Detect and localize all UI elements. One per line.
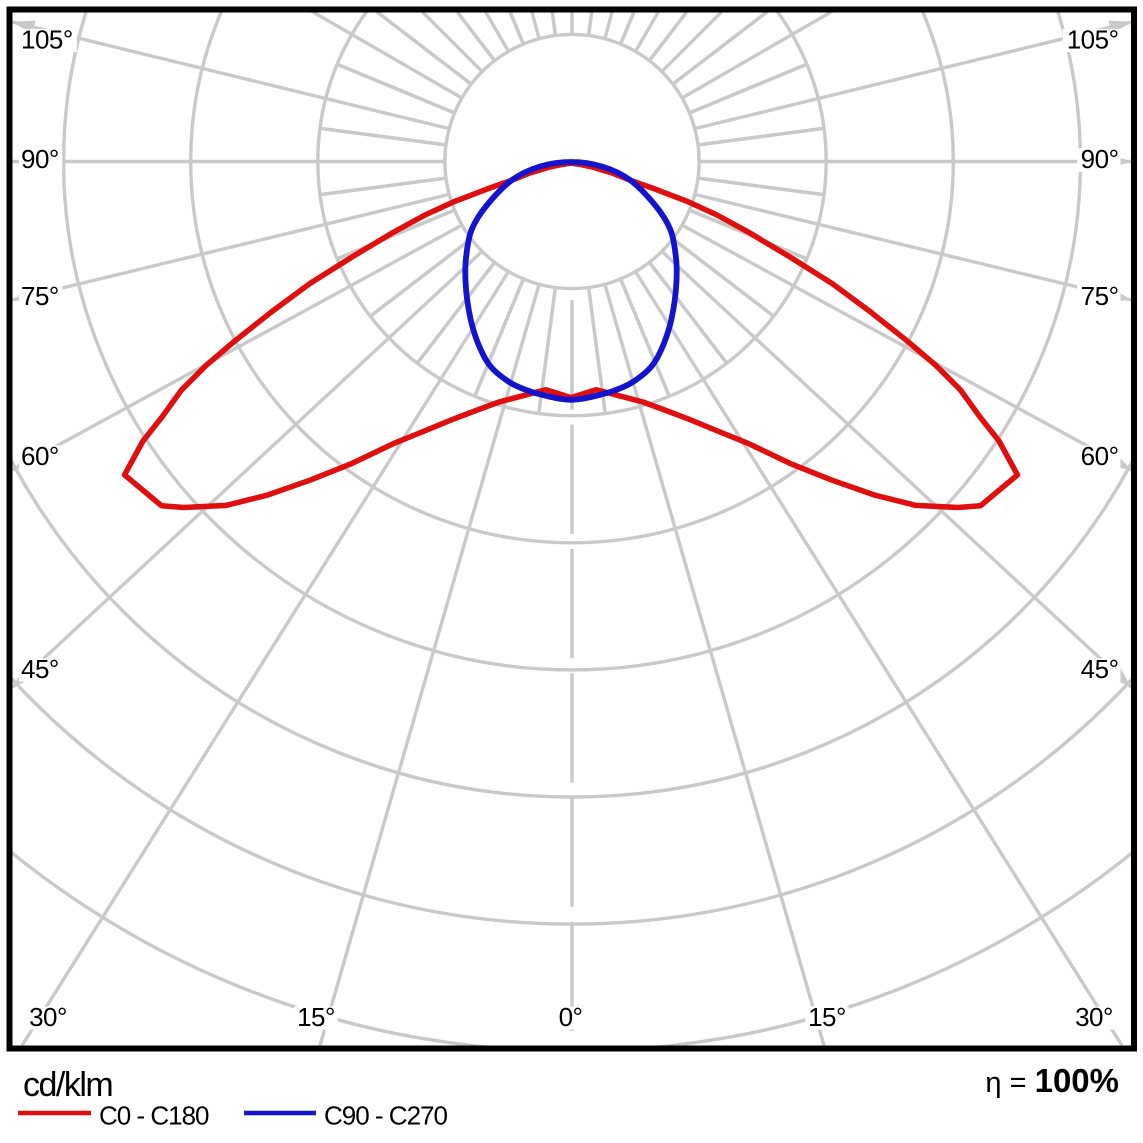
svg-text:75°: 75° bbox=[21, 281, 59, 311]
svg-text:90°: 90° bbox=[21, 144, 59, 174]
svg-text:105°: 105° bbox=[1067, 24, 1119, 54]
svg-text:C0 - C180: C0 - C180 bbox=[99, 1101, 209, 1131]
svg-text:30°: 30° bbox=[1075, 1002, 1113, 1032]
svg-text:60°: 60° bbox=[1081, 441, 1119, 471]
svg-text:105°: 105° bbox=[21, 24, 73, 54]
svg-text:75°: 75° bbox=[1081, 281, 1119, 311]
svg-text:60°: 60° bbox=[21, 441, 59, 471]
svg-text:30°: 30° bbox=[29, 1002, 67, 1032]
svg-text:90°: 90° bbox=[1081, 144, 1119, 174]
svg-text:15°: 15° bbox=[808, 1002, 846, 1032]
svg-text:15°: 15° bbox=[297, 1002, 335, 1032]
svg-text:45°: 45° bbox=[21, 654, 59, 684]
svg-text:45°: 45° bbox=[1081, 654, 1119, 684]
svg-text:C90 - C270: C90 - C270 bbox=[324, 1101, 447, 1131]
svg-text:0°: 0° bbox=[559, 1002, 583, 1032]
